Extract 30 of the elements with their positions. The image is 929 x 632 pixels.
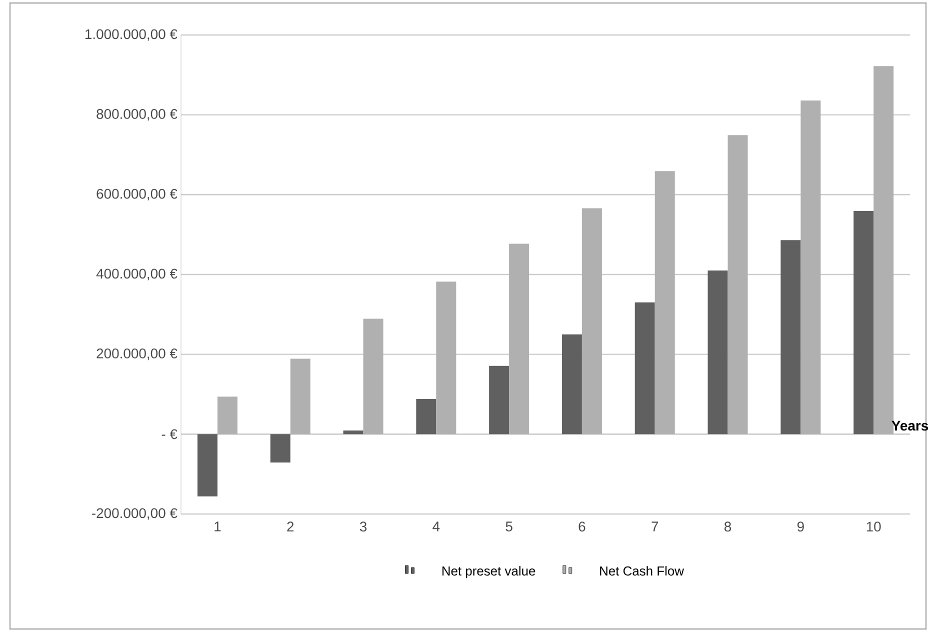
bar (854, 211, 874, 434)
legend-label: Net Cash Flow (600, 566, 684, 576)
y-tick-label: 200.000,00 € (96, 348, 178, 360)
x-tick-label: 7 (652, 522, 658, 532)
x-tick-label: 3 (360, 522, 367, 532)
x-tick-label: 10 (866, 522, 881, 532)
x-tick-label: 6 (578, 522, 586, 532)
legend-label: Net preset value (442, 566, 536, 578)
bar (634, 302, 655, 434)
y-tick-label: 600.000,00 € (96, 188, 178, 200)
bar (270, 434, 290, 462)
bar (780, 240, 801, 434)
bar (343, 430, 364, 434)
y-tick-label: - € (162, 429, 178, 440)
bar (197, 434, 218, 496)
bar (708, 270, 728, 434)
x-tick-label: 2 (287, 522, 294, 532)
x-tick-label: 8 (724, 522, 732, 532)
x-tick-label: 9 (797, 522, 804, 532)
bar (562, 334, 582, 434)
x-axis-title: Years (892, 420, 928, 431)
bar (489, 366, 510, 434)
x-tick-label: 1 (214, 522, 221, 532)
y-tick-label: 1.000.000,00 € (85, 29, 178, 41)
x-tick-label: 5 (506, 522, 512, 532)
y-tick-label: 800.000,00 € (96, 109, 178, 121)
y-tick-label: -200.000,00 € (92, 508, 178, 520)
y-tick-label: 400.000,00 € (96, 268, 178, 280)
x-tick-label: 4 (432, 522, 440, 532)
bar (416, 399, 436, 434)
